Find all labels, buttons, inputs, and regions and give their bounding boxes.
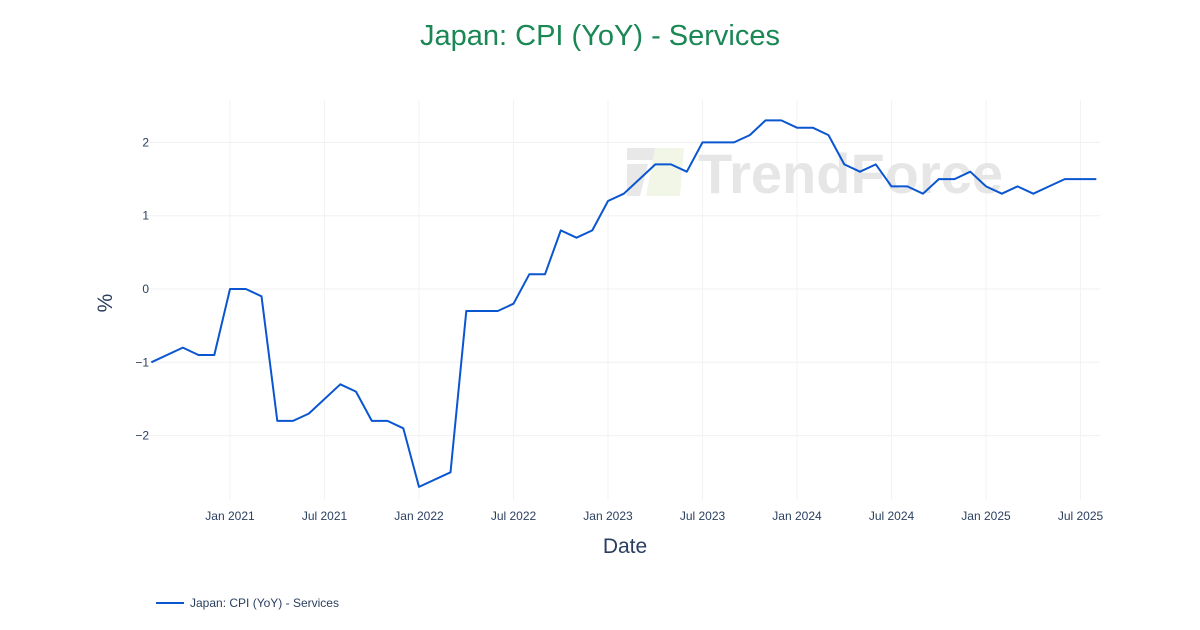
x-tick-label: Jul 2021 xyxy=(302,509,348,523)
x-tick-label: Jul 2025 xyxy=(1058,509,1104,523)
watermark-logo: TrendForce xyxy=(627,142,1003,205)
x-tick-label: Jan 2021 xyxy=(205,509,255,523)
y-tick-label: 2 xyxy=(142,135,149,149)
x-tick-label: Jan 2025 xyxy=(961,509,1011,523)
x-axis-title: Date xyxy=(603,535,647,558)
y-axis: 2 1 0 −1 −2 xyxy=(135,135,149,442)
legend-item[interactable]: Japan: CPI (YoY) - Services xyxy=(156,596,339,610)
x-axis: Jan 2021 Jul 2021 Jan 2022 Jul 2022 Jan 2023… xyxy=(205,509,1103,523)
y-axis-title: % xyxy=(94,294,117,313)
y-tick-label: 1 xyxy=(142,209,149,223)
x-tick-label: Jul 2022 xyxy=(491,509,537,523)
watermark-text: TrendForce xyxy=(698,142,1003,205)
x-tick-label: Jul 2024 xyxy=(869,509,915,523)
y-tick-label: −2 xyxy=(135,429,149,443)
grid-lines xyxy=(145,100,1100,500)
x-tick-label: Jan 2022 xyxy=(394,509,444,523)
x-tick-label: Jan 2024 xyxy=(772,509,822,523)
series-line[interactable] xyxy=(150,119,1097,488)
y-tick-label: −1 xyxy=(135,355,149,369)
chart-title: Japan: CPI (YoY) - Services xyxy=(420,20,780,52)
x-tick-label: Jul 2023 xyxy=(680,509,726,523)
legend-label: Japan: CPI (YoY) - Services xyxy=(190,596,339,610)
x-tick-label: Jan 2023 xyxy=(583,509,633,523)
y-tick-label: 0 xyxy=(142,282,149,296)
legend-line-icon xyxy=(156,602,184,604)
